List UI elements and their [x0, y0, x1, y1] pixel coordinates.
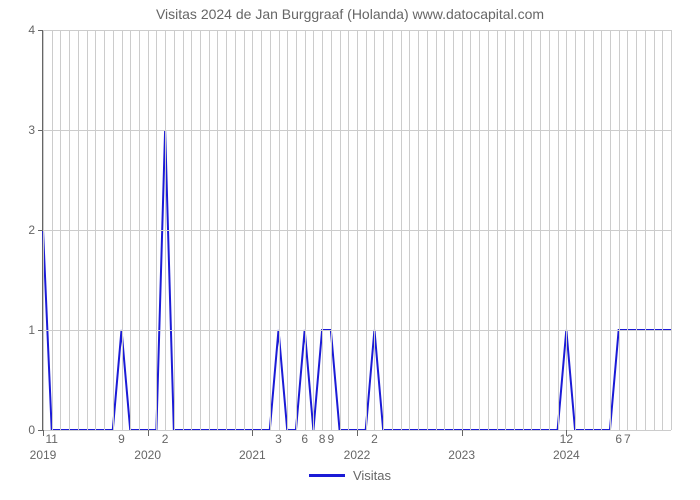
x-gridline-minor — [662, 30, 663, 430]
x-gridline-minor — [95, 30, 96, 430]
x-gridline-minor — [409, 30, 410, 430]
x-gridline-minor — [418, 30, 419, 430]
legend-label: Visitas — [353, 468, 391, 483]
legend: Visitas — [0, 468, 700, 483]
x-gridline-minor — [531, 30, 532, 430]
x-gridline-minor — [575, 30, 576, 430]
x-gridline-minor — [540, 30, 541, 430]
x-gridline-minor — [183, 30, 184, 430]
x-gridline-minor — [627, 30, 628, 430]
x-gridline-minor — [104, 30, 105, 430]
x-gridline-major — [357, 30, 358, 430]
x-gridline-minor — [593, 30, 594, 430]
x-gridline-major — [462, 30, 463, 430]
x-gridline-minor — [383, 30, 384, 430]
chart-title: Visitas 2024 de Jan Burggraaf (Holanda) … — [0, 6, 700, 22]
x-gridline-minor — [479, 30, 480, 430]
x-gridline-minor — [226, 30, 227, 430]
x-gridline-minor — [60, 30, 61, 430]
x-gridline-minor — [436, 30, 437, 430]
x-month-label: 2 — [371, 430, 378, 446]
x-gridline-minor — [497, 30, 498, 430]
x-gridline-minor — [174, 30, 175, 430]
x-year-label: 2021 — [239, 430, 266, 462]
x-gridline-minor — [366, 30, 367, 430]
x-gridline-minor — [139, 30, 140, 430]
x-gridline-minor — [392, 30, 393, 430]
x-gridline-minor — [549, 30, 550, 430]
x-gridline-major — [566, 30, 567, 430]
x-gridline-major — [148, 30, 149, 430]
x-month-label: 9 — [327, 430, 334, 446]
x-gridline-minor — [322, 30, 323, 430]
x-gridline-minor — [514, 30, 515, 430]
x-month-label: 6 — [301, 430, 308, 446]
x-gridline-minor — [654, 30, 655, 430]
x-year-label: 2022 — [344, 430, 371, 462]
x-gridline-minor — [78, 30, 79, 430]
x-month-label: 11 — [45, 430, 57, 446]
x-gridline-minor — [87, 30, 88, 430]
x-gridline-minor — [488, 30, 489, 430]
x-gridline-minor — [558, 30, 559, 430]
x-gridline-minor — [601, 30, 602, 430]
legend-swatch — [309, 474, 345, 477]
x-gridline-minor — [261, 30, 262, 430]
x-gridline-minor — [645, 30, 646, 430]
x-gridline-minor — [619, 30, 620, 430]
x-year-label: 2023 — [448, 430, 475, 462]
x-gridline-minor — [453, 30, 454, 430]
x-gridline-minor — [235, 30, 236, 430]
x-month-label: 12 — [560, 430, 573, 446]
x-gridline-minor — [52, 30, 53, 430]
x-gridline-minor — [584, 30, 585, 430]
x-month-label: 7 — [624, 430, 631, 446]
x-year-label: 2020 — [134, 430, 161, 462]
x-gridline-minor — [470, 30, 471, 430]
x-gridline-minor — [69, 30, 70, 430]
x-gridline-minor — [200, 30, 201, 430]
x-gridline-minor — [610, 30, 611, 430]
x-gridline-minor — [191, 30, 192, 430]
x-month-label: 2 — [162, 430, 169, 446]
x-gridline-minor — [296, 30, 297, 430]
x-gridline-minor — [209, 30, 210, 430]
x-gridline-minor — [165, 30, 166, 430]
x-month-label: 9 — [118, 430, 125, 446]
x-gridline-minor — [279, 30, 280, 430]
x-gridline-minor — [340, 30, 341, 430]
chart-container: Visitas 2024 de Jan Burggraaf (Holanda) … — [0, 0, 700, 500]
x-gridline-minor — [270, 30, 271, 430]
x-gridline-minor — [444, 30, 445, 430]
x-gridline-minor — [156, 30, 157, 430]
x-gridline-minor — [217, 30, 218, 430]
x-gridline-minor — [313, 30, 314, 430]
x-gridline-minor — [130, 30, 131, 430]
x-gridline-minor — [636, 30, 637, 430]
x-month-label: 3 — [275, 430, 282, 446]
x-gridline-minor — [244, 30, 245, 430]
x-gridline-minor — [374, 30, 375, 430]
x-gridline-minor — [113, 30, 114, 430]
x-gridline-major — [671, 30, 672, 430]
x-gridline-minor — [122, 30, 123, 430]
plot-area: 0123420192020202120222023202411923689212… — [42, 30, 671, 431]
x-gridline-minor — [305, 30, 306, 430]
x-month-label: 8 — [319, 430, 326, 446]
x-gridline-minor — [331, 30, 332, 430]
x-gridline-major — [252, 30, 253, 430]
x-month-label: 6 — [615, 430, 622, 446]
x-gridline-minor — [348, 30, 349, 430]
x-gridline-minor — [287, 30, 288, 430]
x-gridline-major — [43, 30, 44, 430]
x-gridline-minor — [523, 30, 524, 430]
x-gridline-minor — [505, 30, 506, 430]
x-gridline-minor — [427, 30, 428, 430]
x-gridline-minor — [401, 30, 402, 430]
